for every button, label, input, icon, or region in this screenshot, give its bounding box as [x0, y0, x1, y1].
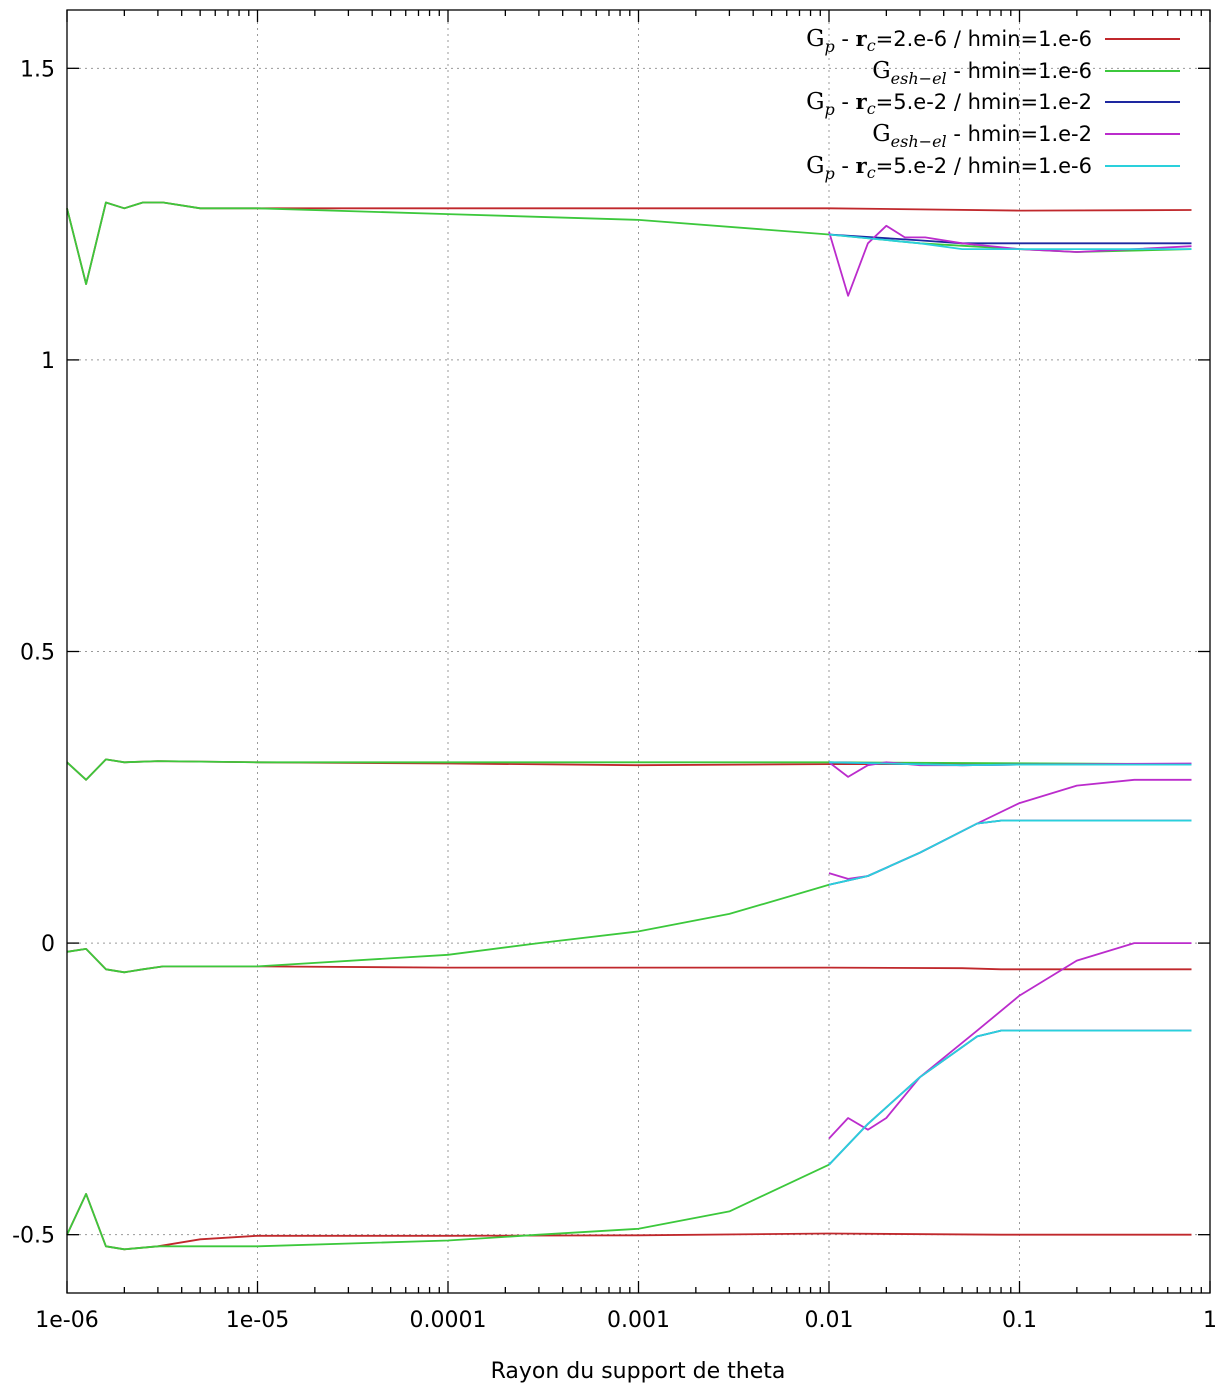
series-s2 — [66, 201, 1192, 1251]
series-line — [828, 233, 1192, 251]
series-line — [828, 819, 1192, 886]
x-tick-label: 1 — [1203, 1308, 1217, 1333]
series-line — [828, 761, 1192, 767]
series-layer — [66, 201, 1192, 1251]
y-tick-label: 0 — [41, 932, 55, 957]
series-s5 — [828, 233, 1192, 1166]
series-line — [66, 1193, 1192, 1251]
legend-label: Gesh−el - hmin=1.e-2 — [872, 121, 1092, 151]
grid — [67, 10, 1210, 1293]
series-line — [828, 1029, 1192, 1166]
series-line — [828, 778, 1192, 880]
legend-entry-s1: Gp - rc=2.e-6 / hmin=1.e-6 — [806, 26, 1180, 56]
legend-label: Gp - rc=5.e-2 / hmin=1.e-6 — [806, 153, 1092, 183]
x-tick-label: 1e-06 — [35, 1308, 98, 1333]
legend-label: Gesh−el - hmin=1.e-6 — [872, 58, 1092, 88]
legend-entry-s4: Gesh−el - hmin=1.e-2 — [872, 121, 1180, 151]
axis-ticks — [66, 10, 1211, 1293]
series-line — [828, 942, 1192, 1140]
x-tick-label: 0.001 — [607, 1308, 670, 1333]
y-tick-label: 0.5 — [20, 641, 55, 666]
legend-label: Gp - rc=5.e-2 / hmin=1.e-2 — [806, 89, 1092, 119]
x-tick-label: 0.01 — [805, 1308, 854, 1333]
series-line — [828, 819, 1192, 886]
legend-entry-s5: Gp - rc=5.e-2 / hmin=1.e-6 — [806, 153, 1180, 183]
series-s4 — [828, 224, 1192, 1140]
series-line — [828, 1029, 1192, 1166]
legend-entry-s3: Gp - rc=5.e-2 / hmin=1.e-2 — [806, 89, 1180, 119]
legend-label: Gp - rc=2.e-6 / hmin=1.e-6 — [806, 26, 1092, 56]
x-tick-label: 1e-05 — [226, 1308, 289, 1333]
series-line — [66, 758, 1192, 781]
series-line — [828, 224, 1192, 297]
x-tick-label: 0.0001 — [410, 1308, 487, 1333]
y-tick-label: 1.5 — [20, 57, 55, 82]
x-axis-title: Rayon du support de theta — [491, 1359, 786, 1384]
tick-labels: 1e-06 1e-05 0.0001 0.001 0.01 0.1 1 1.5 1 0.5 0 -0.… — [12, 57, 1217, 1333]
series-line — [66, 948, 1192, 974]
series-s3 — [828, 233, 1192, 1166]
legend-entry-s2: Gesh−el - hmin=1.e-6 — [872, 58, 1180, 88]
series-line — [66, 201, 1192, 286]
y-tick-label: 1 — [41, 349, 55, 374]
y-tick-label: -0.5 — [12, 1224, 55, 1249]
series-line — [66, 1163, 830, 1251]
x-tick-label: 0.1 — [1002, 1308, 1037, 1333]
series-line — [66, 883, 830, 974]
